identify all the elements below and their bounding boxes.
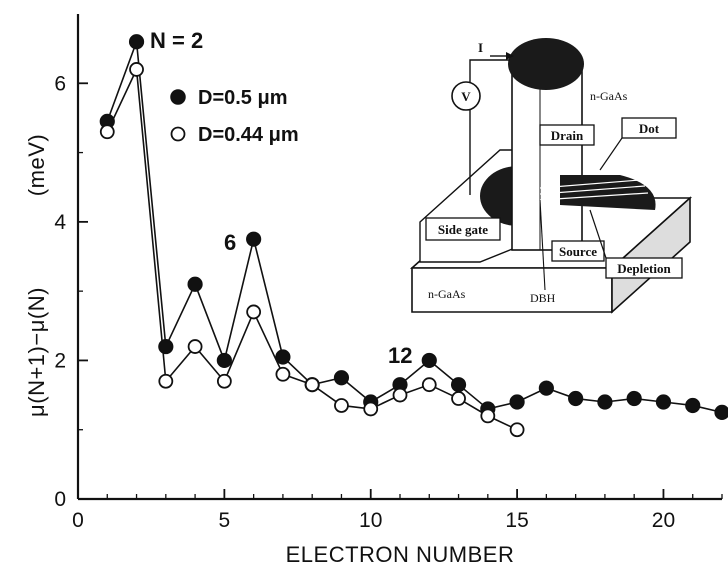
inset-depletion-box — [605, 257, 683, 279]
inset-depletion — [539, 179, 649, 201]
inset-label-depletion: Depletion — [617, 261, 671, 276]
data-point-s1-7 — [304, 377, 320, 393]
inset-label-source: Source — [559, 244, 597, 259]
inset-side-gate-box — [425, 217, 501, 241]
inset-depletion-pointer — [589, 209, 607, 259]
data-point-s0-16 — [568, 390, 584, 407]
y-tick-label-0: 0 — [54, 488, 66, 511]
x-axis-label: ELECTRON NUMBER — [286, 542, 515, 567]
y-axis-unit: (meV) — [24, 134, 49, 196]
inset-dot-pointer — [599, 137, 623, 171]
data-point-s0-1 — [128, 34, 145, 50]
legend-marker-open — [170, 126, 186, 142]
annotation-6: 6 — [224, 230, 236, 255]
data-point-s0-11 — [421, 352, 437, 369]
data-point-s1-5 — [246, 304, 262, 320]
inset-label-dot: Dot — [639, 121, 660, 136]
data-point-s1-13 — [480, 408, 496, 424]
axis-ticks: 0 5 10 15 20 0 2 4 6 — [54, 72, 723, 532]
series-line-0 — [106, 41, 723, 414]
data-point-s0-6 — [275, 349, 291, 365]
y-axis-title: μ(N+1)−μ(N) (meV) — [24, 134, 49, 417]
y-axis-label: μ(N+1)−μ(N) — [24, 287, 49, 417]
inset-label-current: I — [478, 40, 483, 55]
data-point-s0-18 — [626, 390, 642, 407]
data-point-s1-11 — [421, 377, 437, 393]
data-point-s0-2 — [158, 338, 174, 355]
y-tick-label-1: 2 — [54, 349, 66, 372]
data-point-s0-3 — [187, 276, 203, 292]
data-point-s0-15 — [538, 380, 554, 396]
inset-label-barrier: DBH — [530, 291, 556, 305]
y-tick-label-3: 6 — [54, 72, 66, 95]
inset-voltmeter — [451, 81, 481, 111]
x-tick-label-3: 15 — [505, 509, 528, 532]
inset-label-voltmeter: V — [461, 89, 471, 104]
y-tick-label-2: 4 — [54, 211, 66, 234]
x-tick-label-0: 0 — [72, 509, 84, 532]
inset-drain-box — [539, 124, 595, 146]
inset-label-drain: Drain — [551, 128, 584, 143]
data-point-s1-12 — [451, 391, 466, 406]
data-point-s1-3 — [187, 339, 203, 354]
legend-marker-filled — [170, 89, 186, 105]
data-point-s1-14 — [509, 422, 525, 438]
data-point-s0-4 — [216, 352, 232, 369]
inset-dot-disk — [560, 175, 656, 210]
data-point-s0-8 — [333, 370, 350, 386]
inset-pillar — [511, 69, 583, 251]
data-point-s1-0 — [99, 124, 115, 140]
data-point-s1-6 — [275, 366, 291, 382]
device-inset: I V n-GaAs Drain Dot Side gate Source De… — [409, 38, 693, 314]
data-point-s0-12 — [450, 377, 467, 393]
annotation-n2: N = 2 — [150, 28, 203, 53]
inset-circuit-wire — [469, 59, 510, 195]
inset-current-arrowhead — [506, 52, 514, 60]
inset-label-top-contact: n-GaAs — [590, 89, 628, 103]
data-point-s0-5 — [246, 231, 262, 247]
data-point-s1-8 — [334, 398, 349, 413]
x-tick-label-2: 10 — [359, 509, 382, 532]
data-point-s1-1 — [129, 62, 144, 77]
data-point-s1-4 — [216, 373, 232, 389]
inset-label-bottom-contact: n-GaAs — [428, 287, 466, 301]
data-point-s0-20 — [685, 397, 701, 414]
data-point-s0-21 — [714, 404, 728, 420]
data-point-s0-14 — [509, 394, 525, 410]
legend-label-1: D=0.44 μm — [198, 124, 299, 146]
legend: D=0.5 μm D=0.44 μm — [170, 87, 299, 146]
inset-dot-box — [621, 117, 677, 139]
inset-label-side-gate: Side gate — [438, 222, 488, 237]
inset-top-cap — [508, 38, 584, 90]
data-point-s0-17 — [597, 394, 613, 410]
x-tick-label-1: 5 — [219, 509, 231, 532]
inset-base-side — [611, 196, 691, 314]
series-layer — [99, 34, 728, 438]
legend-label-0: D=0.5 μm — [198, 87, 288, 109]
inset-barrier-pointer — [539, 199, 546, 291]
data-point-s1-9 — [363, 401, 379, 417]
data-point-s1-2 — [158, 373, 174, 389]
data-point-s0-19 — [655, 394, 672, 410]
x-tick-label-4: 20 — [652, 509, 675, 532]
annotation-12: 12 — [388, 343, 412, 368]
data-point-s1-10 — [392, 387, 408, 403]
